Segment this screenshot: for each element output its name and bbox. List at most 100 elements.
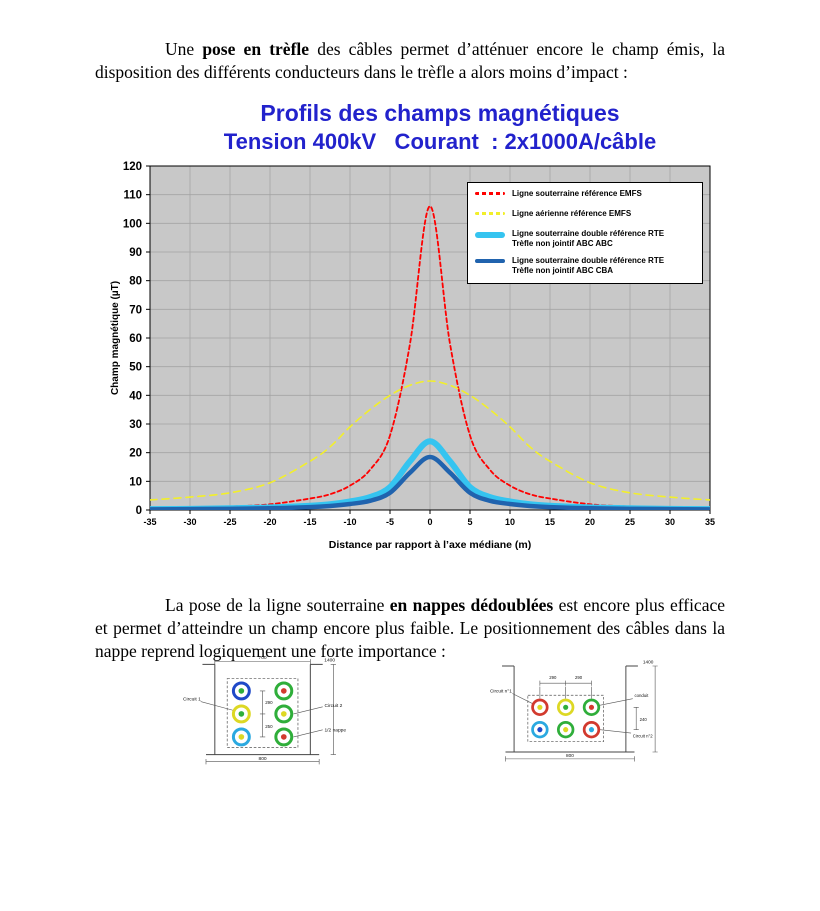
cables [531, 698, 601, 739]
dim-bottom: 800 [259, 756, 267, 762]
chart-title-line2: Tension 400kV Courant : 2x1000A/câble [223, 129, 657, 154]
label-circuit-1: Circuit n°1 [490, 689, 512, 695]
svg-text:30: 30 [665, 517, 675, 527]
trench-diagram-right: 290 290 1400 240 800 Circuit n°1 conduit… [490, 652, 662, 766]
legend-label: Ligne souterraine référence EMFS [512, 189, 642, 198]
svg-text:Champ magnétique (µT): Champ magnétique (µT) [110, 281, 121, 395]
svg-text:70: 70 [129, 304, 142, 316]
paragraph-1-text: Une [165, 38, 203, 59]
svg-text:110: 110 [123, 190, 142, 202]
paragraph-1-bold: pose en trèfle [202, 38, 310, 59]
svg-text:0: 0 [136, 505, 142, 517]
dim-right: 1400 [324, 658, 335, 664]
legend-marker-red-dashed-line [475, 192, 505, 195]
trench-diagram-left-svg: 700 1400 290 250 800 Circuit 1 Circuit 2… [183, 655, 346, 765]
dimension-labels: 700 1400 290 250 800 Circuit 1 Circuit 2… [183, 655, 346, 762]
svg-text:15: 15 [545, 517, 555, 527]
paragraph-1-text-cont: des câbles permet d’atténuer encore le c… [95, 38, 725, 82]
magnetic-field-chart: -35 -30 -25 -20 -15 -10 -5 0 5 10 15 20 25 30 35 0 10 20 3… [105, 158, 725, 560]
cable-core [280, 711, 287, 717]
paragraph-2-text-cont: est encore plus efficace et permet d’att… [95, 594, 726, 662]
cable-core [280, 734, 287, 740]
legend-label-line1: Ligne souterraine double référence RTE [512, 229, 665, 238]
svg-text:10: 10 [505, 517, 515, 527]
dim-mid-upper: 290 [265, 700, 273, 705]
svg-text:30: 30 [129, 419, 142, 431]
legend-label-line2: Trèfle non jointif ABC CBA [512, 266, 614, 276]
paragraph-2-text: La pose de la ligne souterraine [165, 594, 390, 615]
paragraph-2: La pose de la ligne souterraine en nappe… [95, 594, 725, 664]
dim-bottom: 800 [566, 753, 574, 759]
svg-text:-30: -30 [183, 517, 196, 527]
trench-walls [502, 665, 638, 753]
chart-legend: Ligne souterraine référence EMFS Ligne a… [467, 182, 703, 284]
cable-core [238, 711, 245, 717]
svg-text:100: 100 [123, 218, 142, 230]
svg-text:0: 0 [427, 517, 432, 527]
legend-label: Ligne souterraine double référence RTE Tr… [512, 256, 664, 277]
svg-text:90: 90 [129, 247, 142, 259]
svg-text:-5: -5 [386, 517, 394, 527]
label-circuit-2: Circuit n°2 [633, 733, 653, 738]
cable-core [280, 688, 287, 694]
svg-text:-35: -35 [143, 517, 156, 527]
cable-envelope [226, 678, 299, 748]
label-circuit-1: Circuit 1 [183, 697, 201, 703]
label-circuit-2: Circuit 2 [324, 703, 342, 709]
legend-marker-blue-line [475, 258, 505, 264]
trench-diagram-left: 700 1400 290 250 800 Circuit 1 Circuit 2… [183, 652, 351, 767]
svg-text:20: 20 [129, 448, 142, 460]
label-conduit: conduit [634, 693, 649, 698]
chart-title-block: Profils des champs magnétiques Tension 4… [110, 100, 770, 155]
cable-core [238, 688, 245, 694]
trench-diagram-right-svg: 290 290 1400 240 800 Circuit n°1 conduit… [490, 659, 658, 762]
paragraph-2-bold: en nappes dédoublées [389, 594, 554, 615]
svg-text:50: 50 [129, 362, 142, 374]
svg-text:5: 5 [467, 517, 472, 527]
dimension-lines [505, 665, 658, 762]
svg-text:10: 10 [129, 476, 142, 488]
cables [231, 681, 294, 747]
svg-text:20: 20 [585, 517, 595, 527]
paragraph-1: Une pose en trèfle des câbles permet d’a… [95, 38, 725, 85]
svg-text:Distance par rapport à l’axe m: Distance par rapport à l’axe médiane (m) [329, 539, 531, 551]
legend-entry-rte-abc-cba: Ligne souterraine double référence RTE Tr… [475, 256, 695, 277]
cable-core [588, 704, 595, 710]
legend-entry-aerienne-emfs: Ligne aérienne référence EMFS [475, 209, 695, 223]
svg-text:35: 35 [705, 517, 715, 527]
dim-top: 700 [259, 655, 267, 661]
cable-core [563, 727, 569, 733]
cable-core [537, 704, 543, 710]
svg-text:-15: -15 [303, 517, 316, 527]
legend-label-line1: Ligne souterraine double référence RTE [512, 255, 665, 265]
chart-title-line1: Profils des champs magnétiques [260, 100, 620, 126]
legend-marker-yellow-dashed-line [475, 212, 505, 215]
svg-text:-25: -25 [223, 517, 236, 527]
svg-text:25: 25 [625, 517, 635, 527]
dim-mid-lower: 250 [265, 724, 273, 729]
svg-text:-20: -20 [263, 517, 276, 527]
dim-mid: 240 [640, 717, 648, 722]
legend-entry-rte-abc-abc: Ligne souterraine double référence RTE Tr… [475, 229, 695, 250]
label-demi-nappe: 1/2 nappe [324, 728, 346, 734]
legend-label-line2: Trèfle non jointif ABC ABC [512, 239, 613, 249]
legend-label: Ligne souterraine double référence RTE Tr… [512, 229, 664, 250]
legend-marker-cyan-line [475, 232, 505, 238]
dimension-lines [200, 659, 336, 765]
cable-core [588, 727, 595, 733]
dim-top1: 290 [549, 675, 557, 680]
dim-top2: 290 [575, 675, 583, 680]
dim-right: 1400 [643, 659, 654, 665]
legend-label: Ligne aérienne référence EMFS [512, 209, 632, 218]
svg-text:120: 120 [123, 161, 142, 173]
legend-entry-souterraine-emfs: Ligne souterraine référence EMFS [475, 189, 695, 203]
svg-text:80: 80 [129, 276, 142, 288]
cable-core [563, 704, 569, 710]
cable-core [238, 734, 245, 740]
cable-envelope [527, 694, 604, 743]
svg-text:60: 60 [129, 333, 142, 345]
svg-text:-10: -10 [343, 517, 356, 527]
svg-text:40: 40 [129, 390, 142, 402]
cable-core [537, 727, 543, 733]
